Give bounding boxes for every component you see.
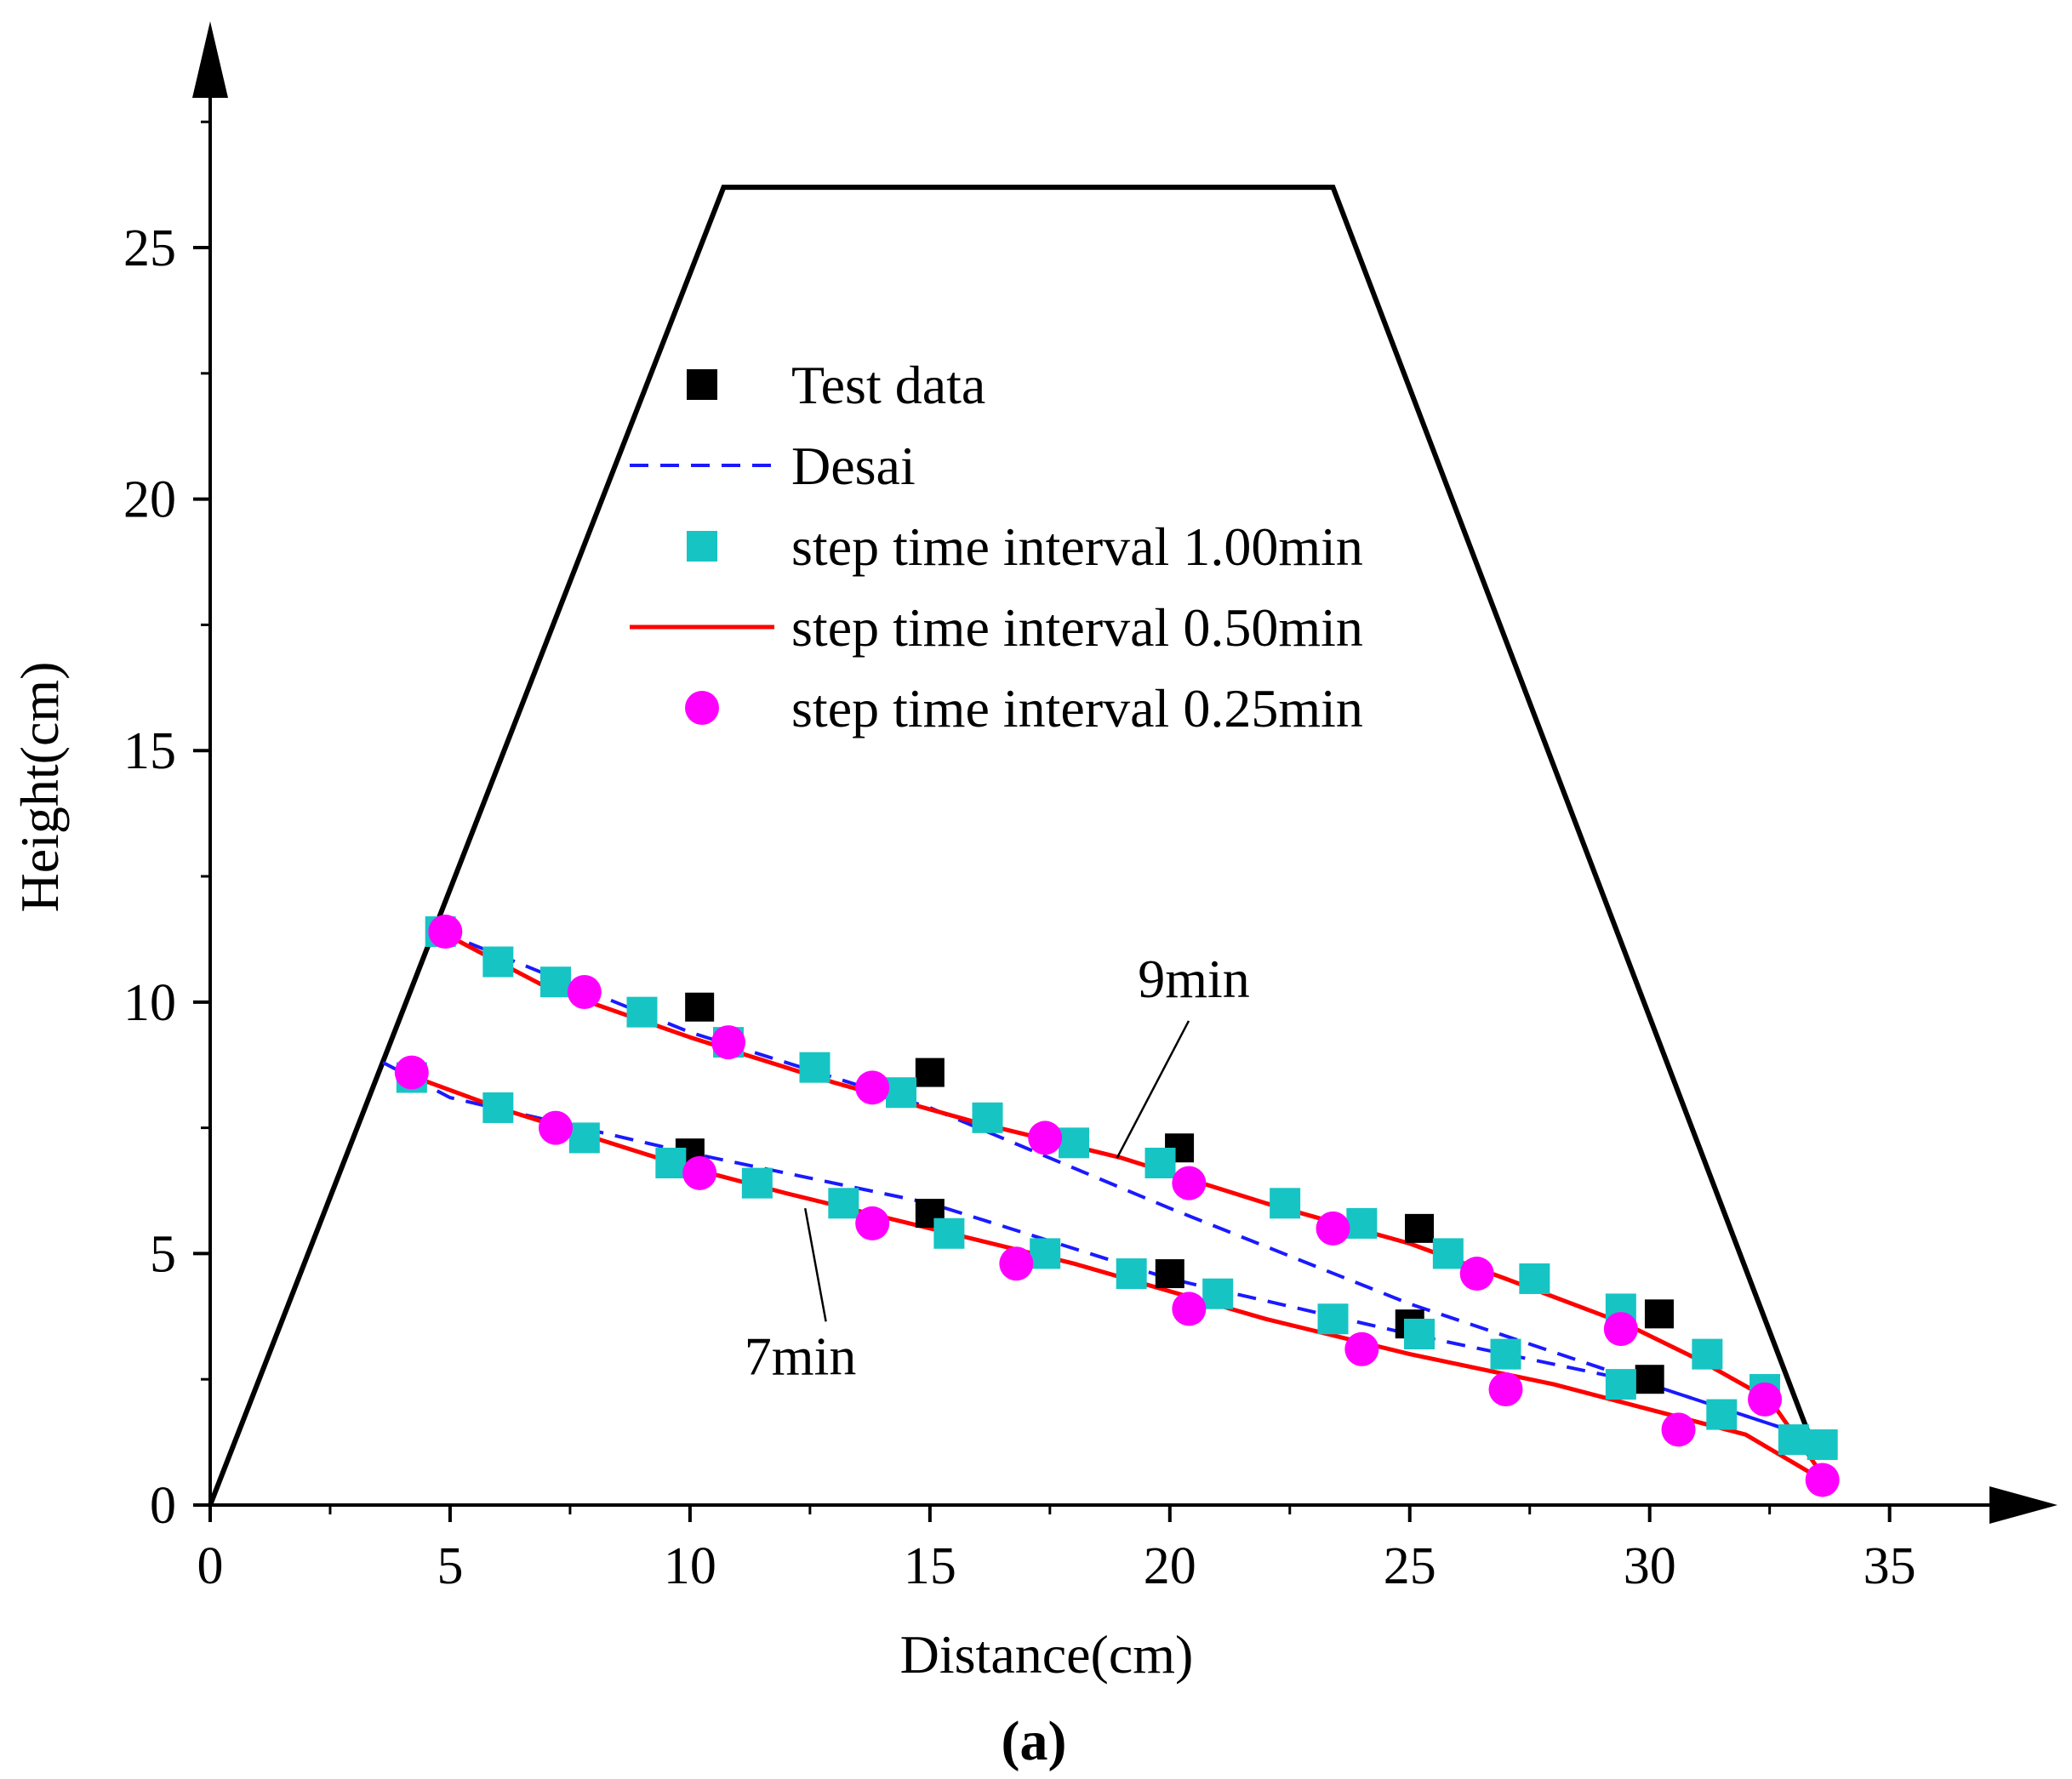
annotations: 9min 7min [745,949,1250,1386]
step025-point [1172,1166,1207,1200]
step100-point [741,1167,773,1199]
x-tick-label: 30 [1624,1537,1676,1595]
step025-point [855,1206,890,1240]
legend-test-data-marker [687,369,717,400]
step025-point [1344,1331,1379,1366]
annotation-leader [804,1207,827,1322]
step025-point [711,1025,746,1060]
annotation-leader [1116,1020,1190,1159]
y-tick-label: 20 [123,471,176,529]
y-axis-title: Height(cm) [9,662,70,913]
step100-point [828,1188,859,1219]
y-tick-label: 15 [123,722,176,780]
legend: Test data Desai step time interval 1.00min… [630,355,1363,738]
x-tick-label: 0 [197,1537,224,1595]
step025-point [1603,1312,1638,1347]
step025-point [1316,1211,1350,1246]
step100-point [1706,1399,1738,1430]
step100-point [626,996,658,1028]
legend-test-data-label: Test data [791,355,985,415]
y-tick-label: 0 [150,1477,176,1535]
test-data-point [1155,1259,1184,1289]
step100-point [886,1077,917,1109]
x-tick-label: 10 [664,1537,716,1595]
y-tick-label: 25 [123,220,176,277]
step100-point [482,946,514,978]
step100-point [1519,1263,1550,1294]
y-axis-arrow [192,21,228,98]
step100-point [1144,1147,1176,1178]
step100-point [1432,1238,1464,1269]
step100-point [972,1102,1003,1133]
step100-point [1778,1424,1809,1456]
x-tick-label: 35 [1864,1537,1916,1595]
step025-point [1748,1382,1783,1417]
step100-point [1692,1338,1723,1370]
step025-point [1459,1257,1494,1291]
step100-point [1202,1278,1234,1309]
step025-point [567,974,602,1009]
test-data-point [1405,1213,1435,1243]
step025-point [394,1055,429,1090]
step025-point [1488,1372,1523,1407]
step100-point [1059,1127,1090,1159]
test-data-point [915,1058,945,1087]
legend-desai-label: Desai [791,436,916,496]
step100-point [1404,1318,1436,1349]
x-axis-title: Distance(cm) [900,1624,1194,1685]
step025-point [1028,1120,1063,1155]
step100-point [655,1147,687,1178]
legend-step025-marker [685,691,719,725]
annotation-label: 7min [745,1326,857,1386]
step025-point [428,915,463,949]
annotation-label: 9min [1138,949,1250,1009]
step025-point [999,1246,1034,1281]
step100-point [1346,1207,1378,1239]
panel-label: (a) [1002,1710,1067,1772]
axes: 0 5 10 15 20 25 30 35 0 5 10 15 20 25 [123,21,2058,1595]
legend-step025-label: step time interval 0.25min [791,678,1363,738]
desai-line [382,1061,1818,1441]
step050-line [401,1070,1824,1482]
test-data-point [1644,1299,1674,1329]
step025-point [855,1070,890,1105]
step100-point [799,1052,831,1083]
step100-point [1605,1369,1636,1400]
x-tick-label: 15 [904,1537,956,1595]
step025-point [682,1155,717,1190]
y-tick-label: 5 [150,1225,176,1283]
step100-point [1116,1258,1147,1290]
step025-point [1661,1412,1696,1447]
step025-point [1805,1463,1840,1497]
step025-point [539,1110,574,1145]
step100-point [482,1092,514,1123]
step100-point [568,1122,600,1154]
step100-point [1317,1303,1349,1335]
legend-step100-label: step time interval 1.00min [791,516,1363,577]
legend-step100-marker [687,531,717,562]
y-tick-label: 10 [123,974,176,1032]
step100-point [1490,1338,1521,1370]
step100-point [1270,1188,1301,1219]
x-tick-label: 25 [1384,1537,1436,1595]
test-data-point [1635,1365,1664,1394]
step100-point [540,966,572,998]
legend-step050-label: step time interval 0.50min [791,597,1363,658]
plot-area [208,185,1840,1507]
step025-point [1172,1291,1207,1326]
step100-point [1807,1429,1838,1461]
test-data-point [685,992,715,1022]
dam-profile-line [208,185,1816,1507]
step100-point [933,1217,965,1249]
x-tick-label: 5 [437,1537,463,1595]
x-axis-arrow [1989,1486,2058,1524]
x-tick-label: 20 [1144,1537,1196,1595]
step100-point [1030,1238,1061,1269]
